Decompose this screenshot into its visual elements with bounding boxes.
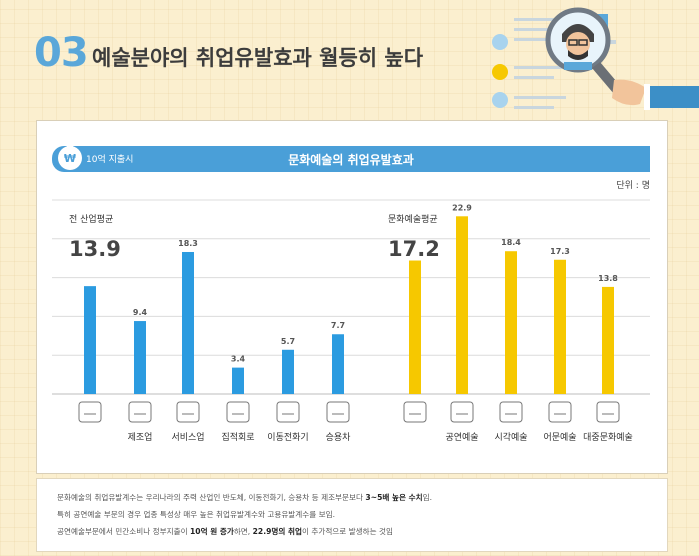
- data-label: 17.3: [550, 247, 570, 256]
- magnifier-illustration: [492, 7, 699, 110]
- note-1: 문화예술의 취업유발계수는 우리나라의 주력 산업인 반도체, 이동전화기, 승…: [57, 493, 432, 502]
- megaphone-icon: [450, 401, 474, 423]
- category-label: 공연예술: [445, 432, 478, 443]
- factory-icon: [78, 401, 102, 423]
- bar: [409, 260, 421, 394]
- eye-icon: [499, 401, 523, 423]
- category-label: 이동전화기: [267, 432, 308, 443]
- unit-label: 단위 : 명: [616, 181, 650, 191]
- average-value: 17.2: [388, 237, 440, 261]
- category-label: 제조업: [128, 432, 153, 443]
- category-label: 시각예술: [494, 431, 527, 443]
- note-2: 특히 공연예술 부문의 경우 업종 특성상 매우 높은 취업유발계수와 고용유발…: [57, 510, 336, 519]
- money-bag-icon: ₩: [58, 144, 82, 170]
- bar: [84, 286, 96, 394]
- typewriter-icon: [548, 401, 572, 423]
- chart-title: 문화예술의 취업유발효과: [288, 153, 414, 167]
- note-3: 공연예술부문에서 민간소비나 정부지출이 10억 원 증가하면, 22.9명의 …: [57, 527, 394, 536]
- category-label: 어문예술: [543, 432, 576, 443]
- data-label: 9.4: [133, 308, 148, 317]
- bar: [554, 259, 566, 394]
- average-label: 문화예술평균: [388, 214, 438, 225]
- worker-icon: [128, 401, 152, 423]
- panel-sublabel: 10억 지출시: [86, 155, 134, 165]
- service-staff-icon: [176, 401, 200, 423]
- section-number: 03: [34, 30, 89, 76]
- bar: [456, 216, 468, 394]
- bar: [182, 251, 194, 394]
- data-label: 3.4: [231, 355, 246, 364]
- panel-header: [52, 146, 650, 172]
- bar: [602, 286, 614, 394]
- notes-box: [36, 478, 668, 552]
- category-label: 서비스업: [171, 432, 204, 443]
- bar: [505, 251, 517, 394]
- section-title: 예술분야의 취업유발효과 월등히 높다: [92, 46, 424, 70]
- picture-icon: [403, 401, 427, 423]
- film-camera-icon: [596, 401, 620, 423]
- category-label: 승용차: [326, 431, 352, 443]
- data-label: 18.3: [178, 239, 198, 248]
- category-label: 대중문화예술: [583, 432, 633, 443]
- data-label: 22.9: [452, 203, 472, 212]
- category-label: 집적회로: [221, 431, 254, 443]
- svg-text:₩: ₩: [64, 152, 76, 165]
- average-value: 13.9: [69, 237, 121, 261]
- data-label: 5.7: [281, 337, 295, 346]
- bar: [134, 321, 146, 394]
- circuit-icon: [226, 401, 250, 423]
- bar: [232, 367, 244, 394]
- bar: [332, 334, 344, 394]
- car-icon: [326, 401, 350, 423]
- bar: [282, 349, 294, 394]
- data-label: 7.7: [331, 321, 345, 330]
- data-label: 13.8: [598, 274, 618, 283]
- average-label: 전 산업평균: [69, 214, 113, 225]
- phone-icon: [276, 401, 300, 423]
- data-label: 18.4: [501, 238, 521, 247]
